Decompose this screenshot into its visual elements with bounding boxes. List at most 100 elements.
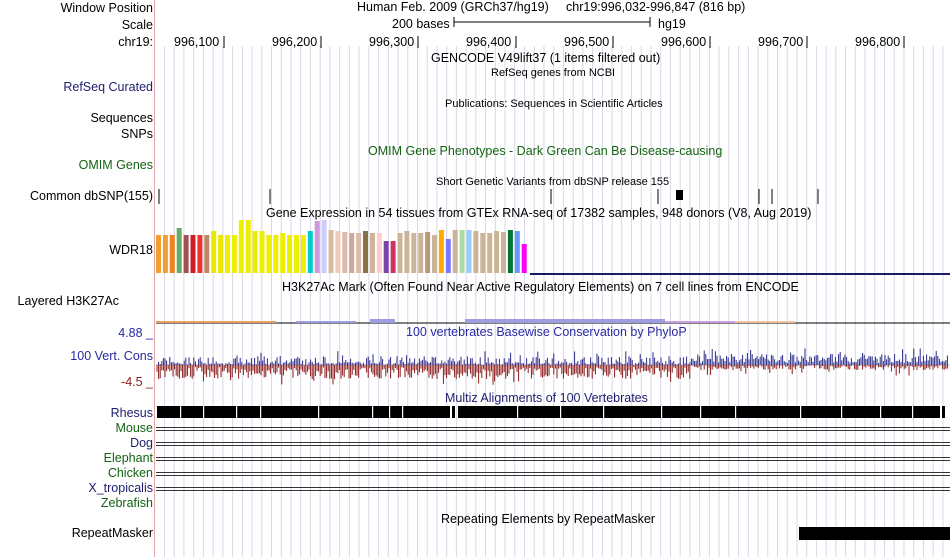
gtex-tissue-bar (501, 232, 506, 273)
rhesus-alignment-gap (841, 406, 843, 418)
gtex-tissue-bar (390, 241, 396, 273)
rhesus-alignment-gap (389, 406, 391, 418)
base-grid-lines (164, 46, 944, 557)
gtex-tissue-bar (494, 231, 500, 273)
snp-variant-cluster (676, 190, 683, 200)
track-title-gencode: GENCODE V49lift37 (1 items filtered out) (431, 51, 661, 65)
gtex-tissue-bar (266, 235, 272, 273)
gtex-tissue-bar (432, 235, 437, 273)
gtex-tissue-bar (487, 233, 493, 273)
ruler-tick-label: 996,400 (466, 35, 512, 49)
rhesus-alignment-gap (603, 406, 605, 418)
gtex-tissue-bar (425, 232, 431, 273)
gtex-tissue-bar (521, 244, 527, 273)
track-title-omim: OMIM Gene Phenotypes - Dark Green Can Be… (368, 144, 723, 158)
track-label-wdr18[interactable]: WDR18 (109, 243, 153, 257)
gtex-tissue-bar (349, 233, 355, 273)
rhesus-alignment-block-1 (157, 406, 450, 418)
gtex-tissue-bar (169, 235, 175, 273)
rhesus-alignment-gap (661, 406, 663, 418)
ruler-tick-label: 996,300 (369, 35, 415, 49)
rhesus-alignment-gap (236, 406, 238, 418)
gtex-tissue-bar (335, 231, 341, 273)
gtex-tissue-bar (507, 230, 513, 273)
gtex-tissue-bar (356, 233, 362, 273)
species-label-x-tropicalis[interactable]: X_tropicalis (88, 481, 153, 495)
rhesus-alignment-gap (800, 406, 802, 418)
gtex-tissue-bar (363, 231, 368, 273)
gtex-tissue-bar (514, 231, 520, 273)
gtex-tissue-bar (459, 230, 465, 273)
gtex-tissue-bar (280, 233, 286, 273)
track-label-sequences[interactable]: Sequences (90, 111, 153, 125)
rhesus-alignment-block-2 (458, 406, 940, 418)
track-label-common-dbsnp[interactable]: Common dbSNP(155) (30, 189, 153, 203)
gtex-tissue-bar (376, 233, 382, 273)
gtex-tissue-bar (211, 231, 217, 273)
species-label-dog[interactable]: Dog (130, 436, 153, 450)
gtex-tissue-bar (252, 231, 258, 273)
rhesus-alignment-gap (203, 406, 205, 418)
species-label-rhesus[interactable]: Rhesus (110, 406, 153, 420)
gtex-tissue-bar (438, 230, 444, 273)
track-label-repeatmasker[interactable]: RepeatMasker (71, 526, 153, 540)
rhesus-alignment-gap (735, 406, 737, 418)
species-label-zebrafish[interactable]: Zebrafish (100, 496, 153, 510)
gtex-tissue-bar (287, 235, 293, 273)
track-label-snps[interactable]: SNPs (121, 127, 153, 141)
rhesus-alignment-gap (700, 406, 702, 418)
track-title-phylop: 100 vertebrates Basewise Conservation by… (406, 325, 687, 339)
label-column-divider (154, 0, 155, 557)
gtex-tissue-bar (397, 233, 403, 273)
gtex-tissue-bar (307, 231, 313, 273)
track-title-multiz: Multiz Alignments of 100 Vertebrates (445, 391, 648, 405)
scale-bar-text: 200 bases (392, 17, 450, 31)
dbsnp-variants (158, 189, 819, 204)
scale-db-text: hg19 (658, 17, 686, 31)
gtex-tissue-bar (328, 230, 334, 273)
conservation-min-value: -4.5 _ (121, 375, 153, 389)
ruler-tick-label: 996,800 (855, 35, 901, 49)
gtex-tissue-bar (238, 220, 244, 273)
rhesus-alignment-gap (517, 406, 519, 418)
track-label-100-vert-cons[interactable]: 100 Vert. Cons (70, 349, 153, 363)
track-title-refseq: RefSeq genes from NCBI (491, 67, 616, 79)
species-label-mouse[interactable]: Mouse (115, 421, 153, 435)
gtex-tissue-bar (245, 220, 251, 273)
gtex-tissue-bar (197, 235, 203, 273)
track-title-h3k27ac: H3K27Ac Mark (Often Found Near Active Re… (282, 280, 799, 294)
track-label-layered-h3k27ac[interactable]: Layered H3K27Ac (17, 294, 119, 308)
window-position-label: Window Position (60, 1, 153, 15)
gtex-tissue-bar (190, 235, 196, 273)
assembly-title: Human Feb. 2009 (GRCh37/hg19) (357, 0, 549, 14)
conservation-max-value: 4.88 _ (118, 326, 153, 340)
scale-label: Scale (121, 18, 153, 32)
gtex-tissue-bar (473, 231, 479, 273)
track-title-gtex: Gene Expression in 54 tissues from GTEx … (266, 206, 812, 220)
gtex-tissue-bar (404, 231, 410, 273)
species-label-chicken[interactable]: Chicken (107, 466, 153, 480)
repeatmasker-element (799, 527, 950, 540)
track-title-repeatmasker: Repeating Elements by RepeatMasker (441, 512, 656, 526)
rhesus-alignment-gap (402, 406, 404, 418)
rhesus-alignment-gap (260, 406, 262, 418)
gtex-tissue-bar (480, 233, 486, 273)
multiz-alignments (156, 406, 950, 491)
rhesus-alignment-gap (180, 406, 182, 418)
gtex-tissue-bar (273, 235, 279, 273)
track-label-omim-genes[interactable]: OMIM Genes (78, 158, 153, 172)
track-label-refseq-curated[interactable]: RefSeq Curated (63, 80, 153, 94)
chrom-label: chr19: (118, 35, 153, 49)
h3k27ac-signal (156, 319, 950, 324)
track-title-dbsnp: Short Genetic Variants from dbSNP releas… (436, 176, 670, 188)
gtex-tissue-bar (225, 235, 230, 273)
ruler-tick-label: 996,200 (272, 35, 318, 49)
gtex-tissue-bar (294, 235, 299, 273)
gtex-tissue-bar (452, 230, 458, 273)
rhesus-alignment-gap (880, 406, 882, 418)
gtex-tissue-bar (369, 233, 375, 273)
gtex-tissue-bar (411, 233, 417, 273)
species-label-elephant[interactable]: Elephant (103, 451, 153, 465)
ruler-tick-label: 996,100 (174, 35, 220, 49)
